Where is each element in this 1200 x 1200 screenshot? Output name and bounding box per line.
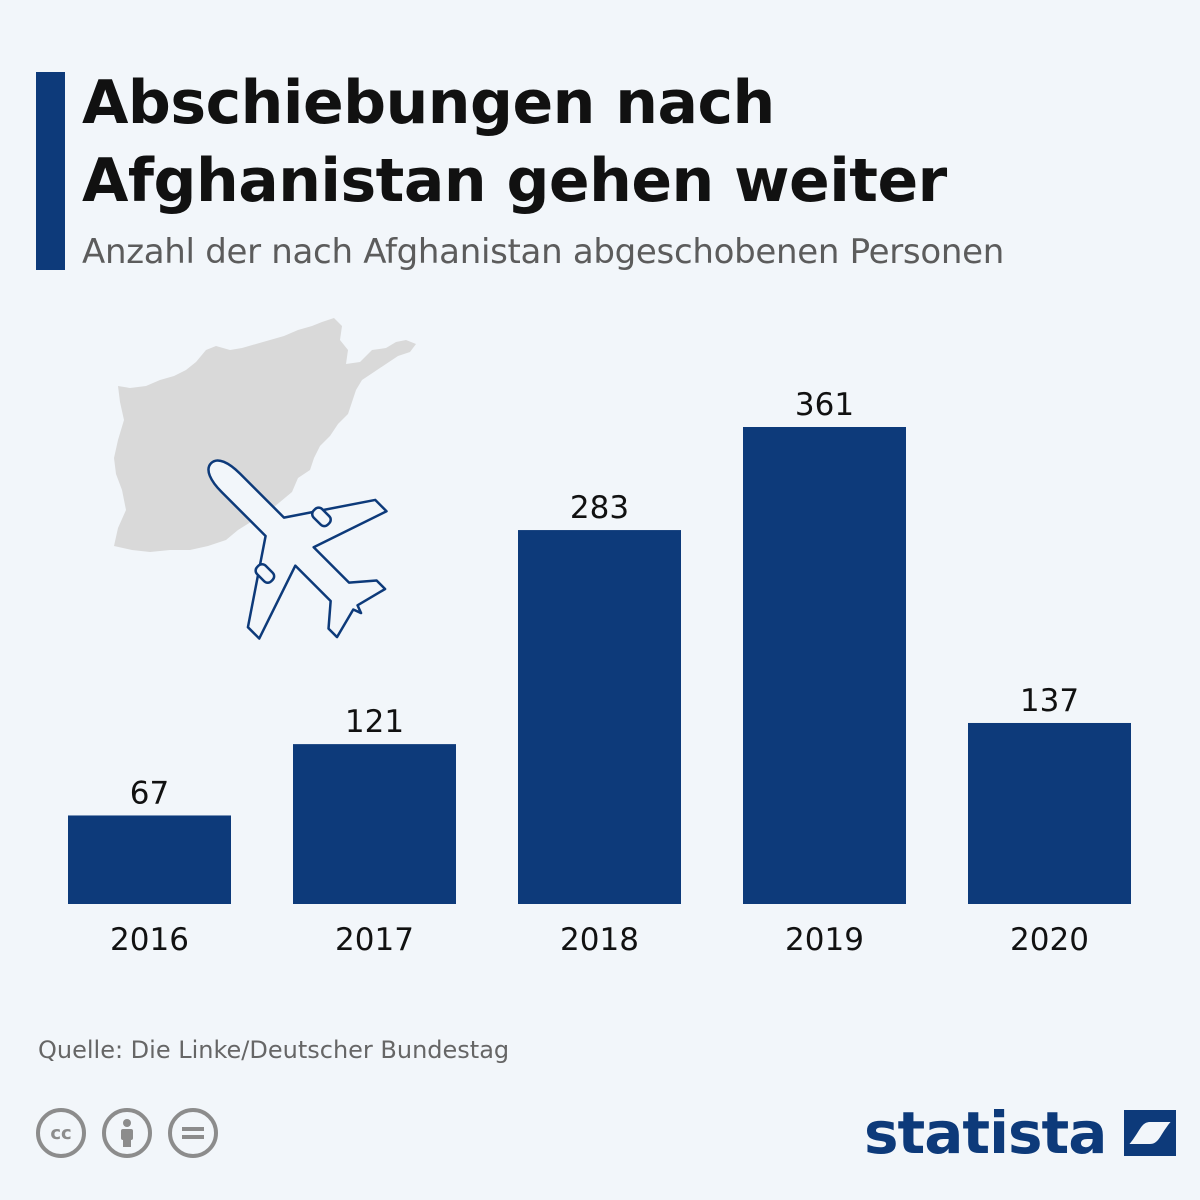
bar-2017 xyxy=(293,744,456,904)
afghanistan-map-icon xyxy=(114,318,416,552)
category-label-2016: 2016 xyxy=(110,922,189,958)
statista-logo-icon xyxy=(1124,1110,1177,1156)
title-accent-bar xyxy=(36,72,65,270)
value-label-2018: 283 xyxy=(570,490,629,526)
airplane-icon xyxy=(207,459,388,640)
statista-logo[interactable]: statista xyxy=(864,1098,1180,1168)
bar-2019 xyxy=(743,427,906,904)
category-label-2020: 2020 xyxy=(1010,922,1089,958)
license-icons: cc xyxy=(36,1108,218,1158)
category-label-2017: 2017 xyxy=(335,922,414,958)
page-subtitle: Anzahl der nach Afghanistan abgeschobene… xyxy=(82,232,1004,272)
nd-icon[interactable] xyxy=(168,1108,218,1158)
value-label-2020: 137 xyxy=(1020,683,1079,719)
bar-2018 xyxy=(518,530,681,904)
by-icon[interactable] xyxy=(102,1108,152,1158)
value-label-2019: 361 xyxy=(795,387,854,423)
logo-text: statista xyxy=(864,1099,1107,1167)
value-label-2017: 121 xyxy=(345,704,404,740)
bar-2020 xyxy=(968,722,1131,904)
title-line-2: Afghanistan gehen weiter xyxy=(82,146,947,216)
bar-2016 xyxy=(68,815,231,904)
category-label-2019: 2019 xyxy=(785,922,864,958)
page-title: Abschiebungen nach Afghanistan gehen wei… xyxy=(82,64,1162,220)
bar-chart: 67 2016 121 2017 283 2018 361 2019 137 2020 xyxy=(68,318,1131,958)
category-label-2018: 2018 xyxy=(560,922,639,958)
source-note: Quelle: Die Linke/Deutscher Bundestag xyxy=(38,1036,510,1064)
title-line-1: Abschiebungen nach xyxy=(82,68,775,138)
value-label-2016: 67 xyxy=(130,775,169,811)
cc-icon[interactable]: cc xyxy=(36,1108,86,1158)
